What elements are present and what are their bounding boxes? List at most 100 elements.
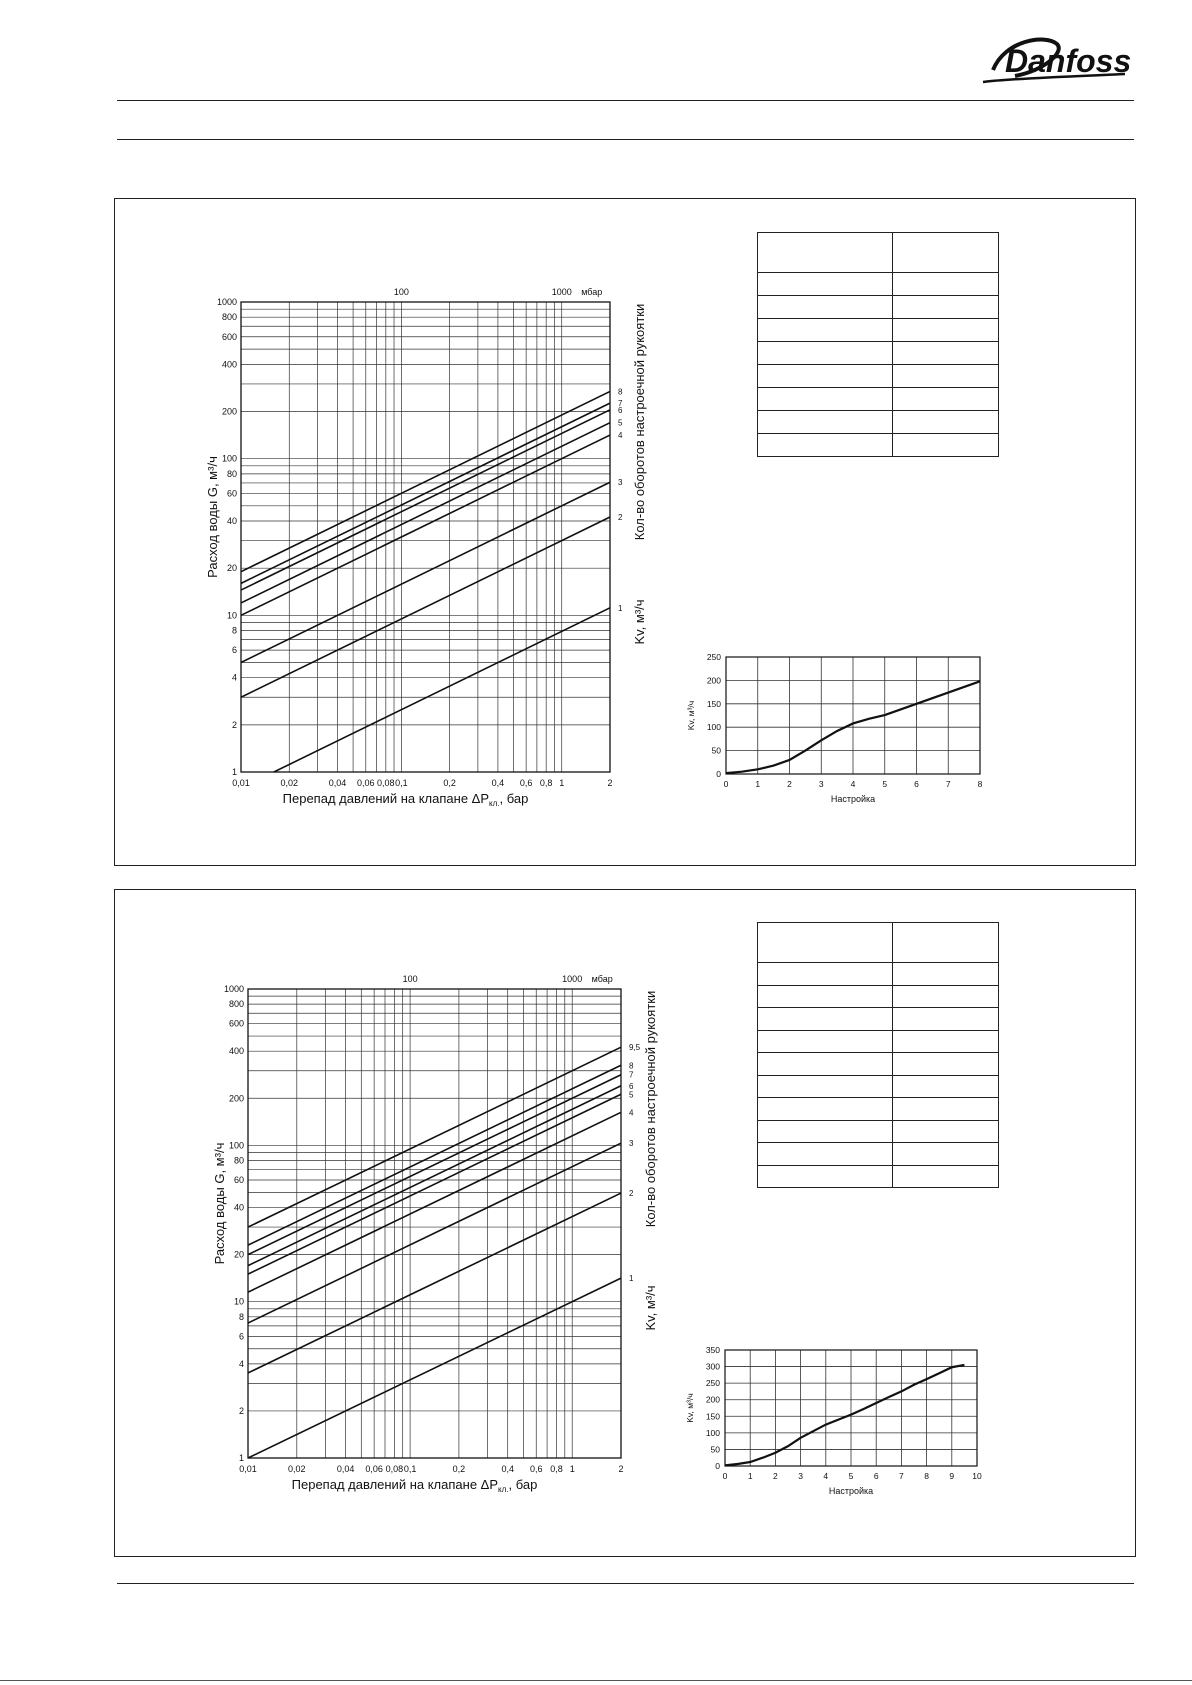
- c1-main-x-tick-label: 0,1: [404, 1464, 417, 1474]
- c1-inset-x-tick-label: 6: [874, 1471, 879, 1481]
- table-row: [756, 433, 999, 457]
- c0-main-series-line-5: [240, 421, 611, 604]
- c0-main-x-tick-label: 0,08: [377, 778, 395, 788]
- header-rule-top: [117, 100, 1134, 101]
- c1-inset-y-tick-label: 300: [706, 1362, 720, 1372]
- table-row: [756, 295, 999, 319]
- c0-main-series-label: 2: [618, 513, 623, 522]
- c0-main-top-axis-unit: мбар: [581, 287, 602, 297]
- upper-settings-table: [756, 232, 999, 457]
- table-cell: [892, 387, 999, 411]
- c0-main-x-tick-label: 0,06: [357, 778, 375, 788]
- c1-main-x-axis-label: Перепад давлений на клапане ΔPкл., бар: [292, 1477, 538, 1494]
- lower-chart-svg: 0,01 0,02 0,04 0,06 0,08 0,1 0,2 0,4 0,6 0,8 1 2 1 2 4…: [212, 974, 982, 1496]
- c1-inset-y-tick-label: 150: [706, 1411, 720, 1421]
- c1-main-x-tick-label: 0,04: [337, 1464, 355, 1474]
- c1-main-x-tick-label: 0,08: [386, 1464, 404, 1474]
- header-rule-bottom: [117, 139, 1134, 140]
- c1-main-y-tick-label: 800: [229, 999, 244, 1009]
- c0-inset-y-axis-label: Kv, м³/ч: [686, 701, 696, 730]
- c1-main-y-tick-label: 80: [234, 1155, 244, 1165]
- c0-inset-x-tick-label: 1: [755, 779, 760, 789]
- c0-inset-x-tick-label: 3: [819, 779, 824, 789]
- c1-main-y-axis-label: Расход воды G, м³/ч: [212, 1143, 227, 1265]
- c0-main-x-tick-label: 1: [559, 778, 564, 788]
- c0-main-x-tick-label: 0,2: [443, 778, 456, 788]
- table-row: [756, 341, 999, 365]
- c0-main-x-tick-label: 2: [607, 778, 612, 788]
- c0-main-y-tick-label: 800: [222, 312, 237, 322]
- c0-main-x-tick-label: 0,1: [395, 778, 408, 788]
- c1-main-y-tick-label: 40: [234, 1203, 244, 1213]
- c1-inset-x-tick-label: 0: [723, 1471, 728, 1481]
- c1-main-series-label: 8: [629, 1061, 634, 1070]
- c1-main-x-tick-label: 0,2: [453, 1464, 466, 1474]
- table-cell: [756, 1097, 894, 1121]
- c1-main-x-tick-label: 0,4: [501, 1464, 514, 1474]
- c1-main-y-tick-label: 1: [239, 1453, 244, 1463]
- c0-main-y-tick-label: 600: [222, 332, 237, 342]
- lower-settings-table: [756, 922, 999, 1188]
- table-cell: [892, 232, 999, 273]
- table-cell: [892, 272, 999, 296]
- table-row: [756, 410, 999, 434]
- c1-main-series-line-9,5: [247, 1046, 622, 1228]
- c1-main-series-label: 5: [629, 1090, 634, 1099]
- c0-inset-y-tick-label: 250: [707, 652, 721, 662]
- footer-rule: [117, 1583, 1134, 1584]
- c0-main-y-tick-label: 10: [227, 610, 237, 620]
- table-cell: [756, 962, 894, 986]
- c0-inset-x-tick-label: 2: [787, 779, 792, 789]
- table-cell: [756, 272, 894, 296]
- table-row: [756, 984, 999, 1008]
- c1-main-series-label: 1: [629, 1274, 634, 1283]
- table-cell: [892, 295, 999, 319]
- table-row: [756, 364, 999, 388]
- lower-chart-panel: 0,01 0,02 0,04 0,06 0,08 0,1 0,2 0,4 0,6 0,8 1 2 1 2 4…: [114, 889, 1136, 1557]
- c0-main-y-tick-label: 4: [232, 673, 237, 683]
- table-cell: [892, 1029, 999, 1053]
- c1-main-frame: [247, 988, 622, 1459]
- c1-main-series-line-3: [247, 1142, 622, 1324]
- c1-inset-y-tick-label: 0: [715, 1461, 720, 1471]
- table-cell: [892, 433, 999, 457]
- c0-main-x-axis-label: Перепад давлений на клапане ΔPкл., бар: [283, 791, 529, 808]
- c1-main-y-tick-label: 4: [239, 1359, 244, 1369]
- c0-inset-x-tick-label: 7: [946, 779, 951, 789]
- c0-main-y-tick-label: 1000: [217, 297, 237, 307]
- table-cell: [892, 1074, 999, 1098]
- c1-main-series-label: 2: [629, 1189, 634, 1198]
- table-cell: [892, 410, 999, 434]
- c0-inset-y-tick-label: 100: [707, 722, 721, 732]
- table-cell: [756, 364, 894, 388]
- c1-inset-x-axis-label: Настройка: [829, 1486, 873, 1496]
- table-cell: [756, 1029, 894, 1053]
- c0-main-series-label: 6: [618, 406, 623, 415]
- c0-inset-y-tick-label: 200: [707, 675, 721, 685]
- table-cell: [756, 1164, 894, 1188]
- c0-main-x-tick-label: 0,6: [520, 778, 533, 788]
- table-cell: [756, 341, 894, 365]
- c1-main-x-tick-label: 0,02: [288, 1464, 306, 1474]
- table-row: [756, 1164, 999, 1188]
- table-cell: [892, 962, 999, 986]
- table-row: [756, 387, 999, 411]
- table-cell: [756, 984, 894, 1008]
- c0-main-x-tick-label: 0,4: [492, 778, 505, 788]
- c0-main-right-label-settings: Кол-во оборотов настроечной рукоятки: [632, 304, 647, 540]
- table-cell: [892, 364, 999, 388]
- c1-inset-x-tick-label: 1: [748, 1471, 753, 1481]
- table-cell: [756, 1007, 894, 1031]
- c0-main-series-line-8: [240, 390, 611, 573]
- c1-inset-x-tick-label: 4: [823, 1471, 828, 1481]
- c1-main-top-tick-label: 1000: [562, 974, 582, 984]
- page-bottom-edge: [0, 1680, 1192, 1681]
- c1-main-series-line-5: [247, 1093, 622, 1275]
- c0-main-y-tick-label: 40: [227, 516, 237, 526]
- c1-inset-x-tick-label: 2: [773, 1471, 778, 1481]
- table-cell: [892, 318, 999, 342]
- table-cell: [756, 232, 894, 273]
- table-cell: [892, 1142, 999, 1166]
- c0-inset-y-tick-label: 50: [712, 746, 722, 756]
- c0-main-y-tick-label: 80: [227, 469, 237, 479]
